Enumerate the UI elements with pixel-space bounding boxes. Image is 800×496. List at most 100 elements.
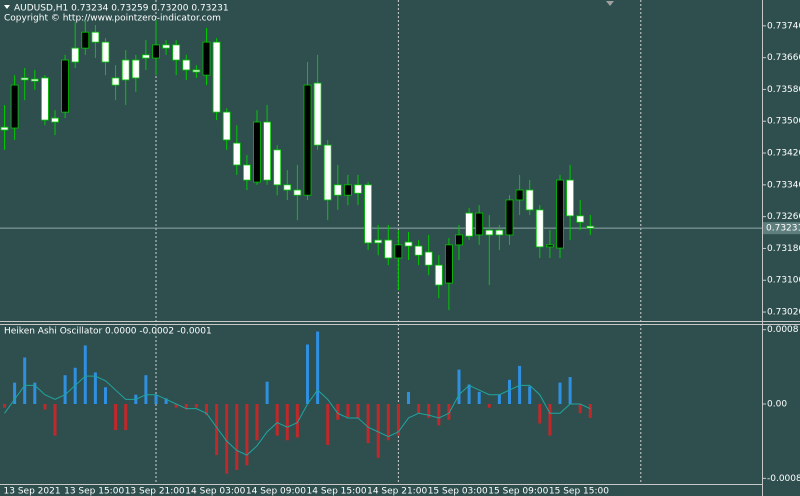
- oscillator-bar: [306, 344, 309, 404]
- candle-body: [152, 44, 160, 59]
- candle-body: [515, 189, 524, 201]
- oscillator-bar: [376, 404, 380, 458]
- candle-body: [424, 251, 433, 266]
- oscillator-bar: [63, 375, 67, 404]
- oscillator-bar: [33, 382, 37, 404]
- oscillator-bar: [427, 404, 431, 418]
- oscillator-bar: [205, 404, 208, 416]
- oscillator-bar: [588, 404, 592, 418]
- oscillator-bar: [528, 386, 532, 404]
- y-tick-label: 0.00: [767, 400, 787, 410]
- candle-body: [525, 189, 534, 211]
- x-tick-label: 13 Sep 2021: [4, 487, 61, 496]
- x-tick-label: 14 Sep 09:00: [246, 487, 306, 496]
- candle-body: [10, 84, 19, 129]
- oscillator-bar: [43, 404, 47, 410]
- oscillator-bar: [164, 398, 168, 404]
- oscillator-bar: [497, 394, 501, 404]
- oscillator-bar: [366, 404, 370, 444]
- candle-body: [71, 47, 80, 63]
- oscillator-bar: [174, 404, 178, 408]
- candle-body: [41, 77, 49, 121]
- oscillator-bar: [225, 404, 229, 474]
- candle-body: [546, 244, 554, 248]
- oscillator-bar: [3, 404, 6, 408]
- current-price-label: 0.73231: [766, 224, 800, 234]
- candle-body: [30, 78, 39, 82]
- candle-body: [242, 164, 251, 181]
- oscillator-bar: [23, 357, 27, 404]
- collapse-icon[interactable]: [4, 5, 10, 9]
- candle-body: [475, 212, 484, 236]
- candle-body: [586, 225, 595, 229]
- candle-body: [81, 31, 90, 49]
- oscillator-bar: [477, 391, 481, 404]
- oscillator-bar: [508, 379, 511, 404]
- candle-body: [485, 229, 494, 236]
- candle-body: [333, 184, 342, 196]
- candle-body: [576, 215, 585, 223]
- candle-body: [131, 59, 140, 79]
- candle-body: [495, 229, 504, 236]
- candle-body: [192, 69, 201, 73]
- x-tick-label: 13 Sep 21:00: [125, 487, 185, 496]
- candle-body: [374, 239, 383, 244]
- oscillator-bar: [215, 404, 219, 456]
- candle-body: [91, 31, 100, 43]
- oscillator-bar: [447, 404, 451, 420]
- candle-body: [293, 189, 302, 196]
- candle-body: [20, 77, 29, 81]
- candle-body: [455, 234, 463, 246]
- candle-body: [182, 59, 191, 71]
- candle-body: [121, 59, 130, 81]
- shift-marker[interactable]: [606, 1, 614, 6]
- oscillator-bar: [316, 331, 320, 404]
- oscillator-bar: [194, 404, 198, 408]
- oscillator-bar: [285, 404, 289, 441]
- x-tick-label: 14 Sep 15:00: [307, 487, 367, 496]
- candle-body: [222, 111, 231, 141]
- candle-body: [364, 184, 373, 244]
- candle-body: [434, 264, 443, 286]
- oscillator-bar: [578, 404, 582, 414]
- candle-body: [444, 244, 453, 284]
- candle-body: [101, 41, 110, 63]
- oscillator-bar: [184, 404, 188, 410]
- chart-subtitle: Copyright © http://www.pointzero-indicat…: [4, 14, 221, 24]
- x-tick-label: 13 Sep 15:00: [64, 487, 124, 496]
- candle-body: [354, 184, 362, 194]
- oscillator-bar: [144, 375, 148, 404]
- x-tick-label: 15 Sep 09:00: [488, 487, 548, 496]
- candle-body: [465, 212, 474, 237]
- candle-body: [273, 149, 282, 186]
- oscillator-bar: [104, 387, 107, 404]
- oscillator-bar: [336, 404, 340, 420]
- oscillator-bar: [386, 404, 390, 441]
- oscillator-bar: [487, 404, 491, 408]
- oscillator-bar: [93, 372, 97, 404]
- oscillator-bar: [83, 345, 87, 404]
- y-tick-label: 0.0008: [767, 325, 799, 335]
- x-tick-label: 15 Sep 03:00: [428, 487, 488, 496]
- candle-body: [414, 245, 423, 256]
- oscillator-bar: [124, 404, 128, 431]
- candle-body: [566, 179, 574, 217]
- x-tick-label: 15 Sep 15:00: [549, 487, 609, 496]
- oscillator-bar: [437, 404, 441, 426]
- oscillator-bar: [407, 391, 410, 404]
- candle-body: [384, 239, 393, 259]
- candle-body: [172, 44, 181, 61]
- oscillator-bar: [275, 404, 279, 436]
- candle-body: [141, 54, 150, 59]
- oscillator-bar: [346, 404, 350, 418]
- candle-body: [505, 199, 514, 236]
